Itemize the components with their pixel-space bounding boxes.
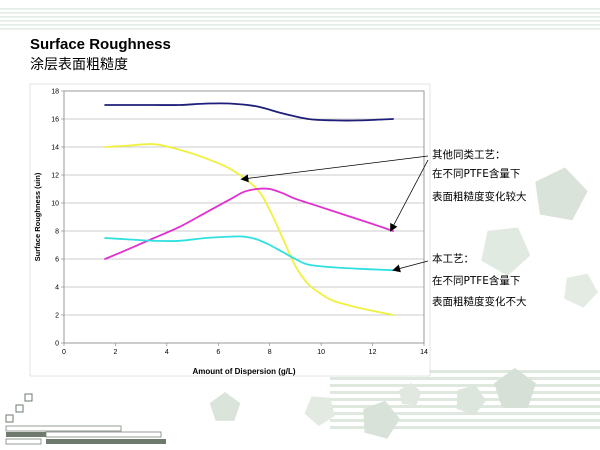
annotation-arrow xyxy=(392,260,429,273)
decor-stripe xyxy=(0,16,600,18)
slide-title-english: Surface Roughness xyxy=(30,36,171,53)
decor-bar xyxy=(46,439,166,444)
y-tick-label: 8 xyxy=(55,229,59,236)
series-line-1 xyxy=(104,102,394,122)
y-tick-label: 2 xyxy=(55,313,59,320)
decor-stripe xyxy=(0,20,600,22)
decor-stripe xyxy=(330,370,600,373)
x-tick-label: 8 xyxy=(268,349,272,356)
decor-pentagon xyxy=(535,167,588,221)
x-tick-label: 12 xyxy=(369,349,377,356)
decor-square xyxy=(5,414,14,423)
decor-pentagon xyxy=(399,383,422,406)
decor-stripe xyxy=(0,8,600,10)
x-tick-labels: 0 2 4 6 8 10 12 14 xyxy=(62,343,428,356)
decor-bar xyxy=(5,425,122,432)
decor-stripe xyxy=(330,384,600,387)
decor-square xyxy=(24,393,33,402)
decor-bar xyxy=(5,438,42,445)
decor-pentagon xyxy=(564,273,598,308)
y-tick-label: 10 xyxy=(51,201,59,208)
y-tick-label: 0 xyxy=(55,341,59,348)
annotation-others-line-1: 其他同类工艺： xyxy=(432,149,506,161)
series-line-3 xyxy=(104,187,394,260)
y-tick-labels: 0 2 4 6 8 10 12 14 16 18 xyxy=(51,89,64,348)
annotation-ours-line-1: 本工艺： xyxy=(432,253,474,265)
decor-stripe xyxy=(0,28,600,30)
y-tick-label: 6 xyxy=(55,257,59,264)
series-line-2 xyxy=(104,143,394,316)
slide-title-chinese: 涂层表面粗糙度 xyxy=(30,57,128,73)
y-tick-label: 18 xyxy=(51,89,59,96)
decor-stripe xyxy=(0,24,600,26)
decor-pentagon xyxy=(209,392,241,421)
decor-stripe xyxy=(330,426,600,429)
decor-stripe xyxy=(330,412,600,415)
y-tick-label: 16 xyxy=(51,117,59,124)
roughness-chart: 0 2 4 6 8 10 12 14 16 18 0 2 4 6 8 10 12 14 Amount of Di… xyxy=(29,83,431,377)
annotation-others-line-3: 表面粗糙度变化较大 xyxy=(432,191,527,203)
chart-gridlines xyxy=(64,118,424,316)
plot-area xyxy=(63,90,425,344)
x-tick-label: 6 xyxy=(216,349,220,356)
x-tick-label: 4 xyxy=(165,349,169,356)
y-tick-label: 4 xyxy=(55,285,59,292)
chart-series xyxy=(104,102,394,316)
annotation-arrow xyxy=(240,155,429,183)
y-tick-label: 14 xyxy=(51,145,59,152)
annotation-ours-line-2: 在不同PTFE含量下 xyxy=(432,275,521,287)
x-tick-label: 10 xyxy=(317,349,325,356)
decor-stripe xyxy=(330,419,600,422)
x-axis-label: Amount of Dispersion (g/L) xyxy=(192,367,295,376)
x-tick-label: 0 xyxy=(62,349,66,356)
decor-pentagon xyxy=(481,227,531,276)
decor-pentagon xyxy=(363,400,400,439)
annotation-ours-line-3: 表面粗糙度变化不大 xyxy=(432,296,527,308)
decor-pentagon xyxy=(494,368,536,408)
background-decoration xyxy=(0,8,600,445)
series-line-4 xyxy=(104,235,394,272)
y-axis-label: Surface Roughness (uin) xyxy=(33,172,42,261)
decor-square xyxy=(15,404,24,413)
decor-stripe xyxy=(330,377,600,380)
y-tick-label: 12 xyxy=(51,173,59,180)
decor-bar xyxy=(6,432,46,437)
annotation-arrows xyxy=(240,155,429,273)
decor-bar xyxy=(45,431,162,438)
x-tick-label: 2 xyxy=(113,349,117,356)
decor-stripe xyxy=(0,12,600,14)
x-tick-label: 14 xyxy=(420,349,428,356)
decor-pentagon xyxy=(456,385,486,416)
decor-pentagon xyxy=(304,396,335,426)
annotation-others-line-2: 在不同PTFE含量下 xyxy=(432,168,521,180)
annotation-arrow xyxy=(390,159,429,232)
